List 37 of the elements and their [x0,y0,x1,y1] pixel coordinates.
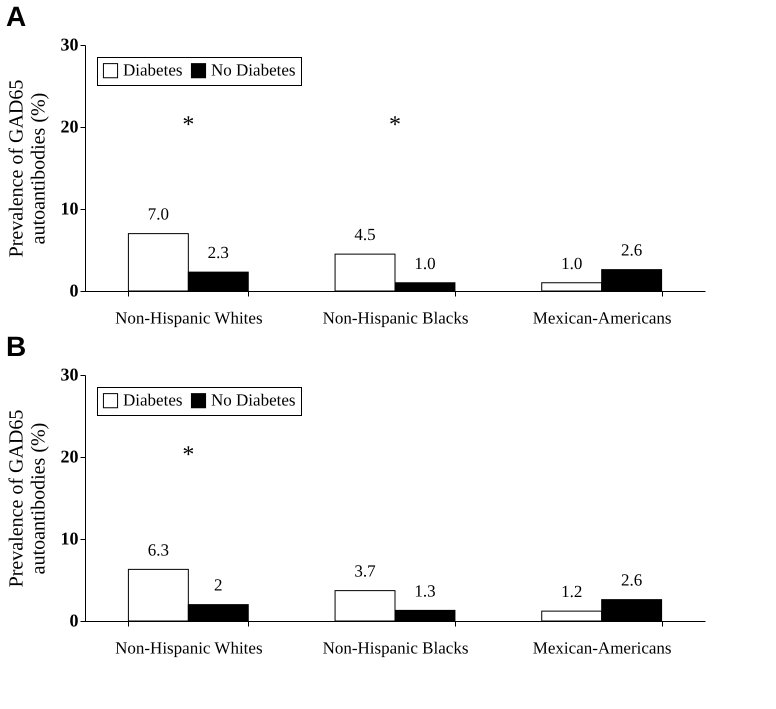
annotation: * [182,442,194,468]
legend-label: Diabetes [123,390,182,410]
data-label: 1.0 [414,254,436,273]
data-label: 2.6 [621,570,642,590]
y-tick-label: 20 [60,446,78,466]
legend-label: No Diabetes [211,60,296,80]
y-tick-label: 30 [60,34,78,54]
data-label: 1.3 [414,581,436,600]
x-tick-label: Non-Hispanic Blacks [322,308,468,328]
y-tick-label: 10 [60,198,78,218]
x-tick-label: Mexican-Americans [532,308,672,328]
y-tick-label: 20 [60,116,78,136]
legend-label: Diabetes [123,60,182,80]
legend-label: No Diabetes [211,390,296,410]
data-label: 6.3 [148,540,169,560]
chart-title: A [6,1,26,32]
data-label: 2.3 [208,243,229,262]
y-tick-label: 0 [70,610,78,630]
y-tick-label: 0 [70,280,78,300]
x-tick-label: Mexican-Americans [532,638,672,658]
annotation: * [389,112,401,138]
annotation: * [182,112,194,138]
data-label: 1.2 [561,582,582,602]
chart-title: B [6,331,26,362]
x-tick-label: Non-Hispanic Blacks [322,638,468,658]
y-axis-title: Prevalence of GAD65 autoantibodies (%) [6,410,50,588]
x-tick-label: Non-Hispanic Whites [115,638,263,658]
data-label: 3.7 [354,562,376,581]
y-tick-label: 10 [60,528,78,548]
data-label: 2 [214,576,223,595]
data-label: 2.6 [621,240,642,260]
y-tick-label: 30 [60,364,78,384]
x-tick-label: Non-Hispanic Whites [115,308,263,328]
data-label: 7.0 [148,204,169,224]
y-axis-title: Prevalence of GAD65 autoantibodies (%) [6,80,50,258]
data-label: 1.0 [561,254,582,273]
data-label: 4.5 [354,225,376,244]
